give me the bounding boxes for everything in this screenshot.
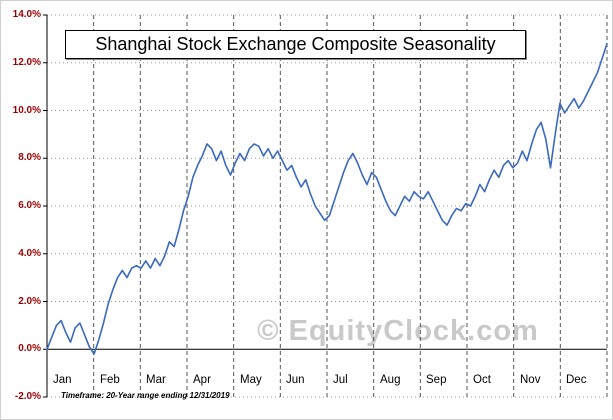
x-tick-label: Jun xyxy=(286,374,305,386)
chart-title: Shanghai Stock Exchange Composite Season… xyxy=(65,30,526,59)
x-tick-label: Jul xyxy=(333,374,348,386)
timeframe-note: Timeframe: 20-Year range ending 12/31/20… xyxy=(61,391,230,400)
x-tick-label: Sep xyxy=(426,374,447,386)
y-tick-label: 6.0% xyxy=(18,200,41,211)
x-tick-label: Feb xyxy=(100,374,120,386)
y-tick-label: 14.0% xyxy=(12,9,41,20)
equityclock-watermark: © EquityClock.com xyxy=(257,315,539,347)
x-tick-label: Oct xyxy=(473,374,491,386)
x-tick-label: Mar xyxy=(146,374,166,386)
x-tick-label: Jan xyxy=(53,374,72,386)
x-tick-label: May xyxy=(240,374,262,386)
y-tick-label: 12.0% xyxy=(12,57,41,68)
y-tick-label: 8.0% xyxy=(18,152,41,163)
y-tick-label: 2.0% xyxy=(18,296,41,307)
x-tick-label: Nov xyxy=(520,374,541,386)
y-tick-label: 0.0% xyxy=(18,343,41,354)
y-tick-label: -2.0% xyxy=(14,391,41,402)
x-tick-label: Aug xyxy=(380,374,401,386)
y-tick-label: 10.0% xyxy=(12,105,41,116)
x-tick-label: Dec xyxy=(566,374,587,386)
seasonality-line xyxy=(46,42,608,355)
y-tick-label: 4.0% xyxy=(18,248,41,259)
x-tick-label: Apr xyxy=(193,374,211,386)
